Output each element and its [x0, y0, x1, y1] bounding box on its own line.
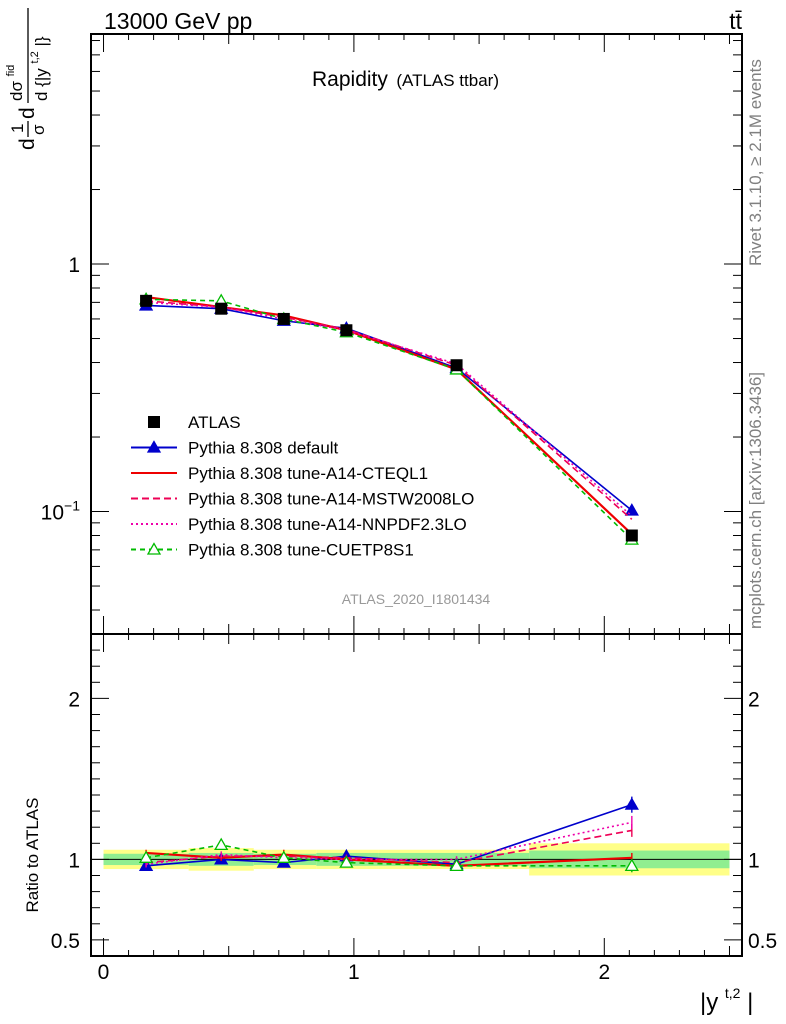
y-title-frac2-den-tail: |} [32, 36, 51, 46]
y-title-frac2-den: d {|y [32, 68, 51, 101]
legend-marker [146, 542, 162, 555]
ratio-point [624, 858, 639, 871]
legend-marker [148, 416, 160, 428]
y-title-prefix: d [16, 138, 39, 150]
data-point-atlas [625, 529, 638, 542]
y-tick-label: 1 [68, 254, 80, 277]
y-title-frac1-den: σ [29, 124, 48, 135]
legend-label: ATLAS [188, 413, 241, 432]
ratio-y-tick-label: 0.5 [51, 930, 80, 953]
legend-item: Pythia 8.308 tune-A14-MSTW2008LO [131, 490, 474, 509]
y-title-frac2-den-sup: t,2 [29, 51, 41, 63]
ratio-point [449, 858, 464, 871]
y-title-frac2-num: dσ [7, 81, 26, 101]
svg-text:d {|y t,2 |}: d {|y t,2 |} [23, 36, 51, 101]
ratio-y-tick-label: 1 [68, 849, 80, 872]
ratio-point [624, 797, 639, 810]
series-line-ratio [145, 844, 632, 867]
ratio-point [276, 850, 291, 863]
x-axis-title: |y t,2 | [700, 977, 753, 1016]
analysis-watermark: ATLAS_2020_I1801434 [342, 591, 491, 607]
x-title-tail: | [747, 989, 753, 1016]
svg-text:dσ fid: dσ fid [5, 65, 26, 101]
ratio-point [214, 837, 229, 851]
legend-item: Pythia 8.308 tune-A14-CTEQL1 [131, 464, 428, 483]
legend-item: Pythia 8.308 tune-A14-NNPDF2.3LO [131, 515, 467, 534]
legend-label: Pythia 8.308 tune-A14-CTEQL1 [188, 464, 428, 483]
y-axis-title-upper: d 1 σ d dσ fid d {|y t,2 |} [5, 8, 51, 150]
y-title-frac1-num: 1 [8, 124, 27, 133]
ratio-y-tick-label-right: 1 [748, 849, 760, 872]
series-layer-main [138, 292, 639, 545]
legend-label: Pythia 8.308 tune-CUETP8S1 [188, 541, 414, 560]
series-line-main [146, 300, 633, 520]
chart-title: Rapidity (ATLAS ttbar) [312, 68, 499, 91]
legend-label: Pythia 8.308 default [188, 439, 339, 458]
ratio-y-tick-label: 2 [68, 688, 80, 711]
header-right-label: tt̄ [729, 8, 742, 34]
ratio-point [339, 855, 354, 868]
legend-marker [146, 440, 162, 453]
y-title-mid: d [16, 107, 39, 119]
x-tick-label: 1 [348, 961, 360, 984]
legend-label: Pythia 8.308 tune-A14-NNPDF2.3LO [188, 515, 467, 534]
svg-text:d: d [16, 138, 39, 150]
chart-title-sub: (ATLAS ttbar) [396, 71, 499, 90]
x-title-base: |y [700, 989, 718, 1016]
series-line-main [146, 301, 633, 517]
series-line-ratio [146, 803, 633, 867]
axes-layer: 0 1 2 10−1 1 0.5 0.5 1 1 2 2 [41, 33, 777, 984]
data-point-atlas [450, 359, 463, 372]
series-layer-ratio [138, 796, 639, 873]
ratio-y-tick-label-right: 0.5 [748, 930, 777, 953]
legend-label: Pythia 8.308 tune-A14-MSTW2008LO [188, 490, 474, 509]
x-tick-label: 0 [98, 961, 110, 984]
ratio-y-tick-label-right: 2 [748, 688, 760, 711]
rivet-version-label: Rivet 3.1.10, ≥ 2.1M events [746, 59, 765, 266]
y-tick-label: 10−1 [41, 498, 81, 525]
header-left-label: 13000 GeV pp [104, 8, 252, 34]
legend: ATLAS Pythia 8.308 default Pythia 8.308 tu… [131, 413, 474, 560]
chart-title-main: Rapidity [312, 68, 388, 91]
series-line-ratio [145, 821, 632, 866]
legend-item: Pythia 8.308 default [131, 439, 339, 458]
data-point-atlas [340, 324, 353, 337]
data-point-atlas [140, 294, 153, 307]
x-title-sup: t,2 [725, 985, 741, 1001]
series-line-main [146, 298, 633, 541]
data-point-atlas [277, 312, 290, 325]
legend-item: Pythia 8.308 tune-CUETP8S1 [131, 541, 414, 560]
series-line-ratio [146, 829, 632, 864]
data-point-atlas [215, 302, 228, 315]
y-title-frac2-num-sup: fid [5, 65, 17, 77]
ratio-point [138, 850, 154, 863]
ratio-plot-frame [90, 633, 743, 957]
mcplots-label: mcplots.cern.ch [arXiv:1306.3436] [746, 372, 765, 629]
legend-item: ATLAS [148, 413, 241, 432]
ratio-y-axis-title: Ratio to ATLAS [23, 798, 42, 913]
x-tick-label: 2 [598, 961, 610, 984]
